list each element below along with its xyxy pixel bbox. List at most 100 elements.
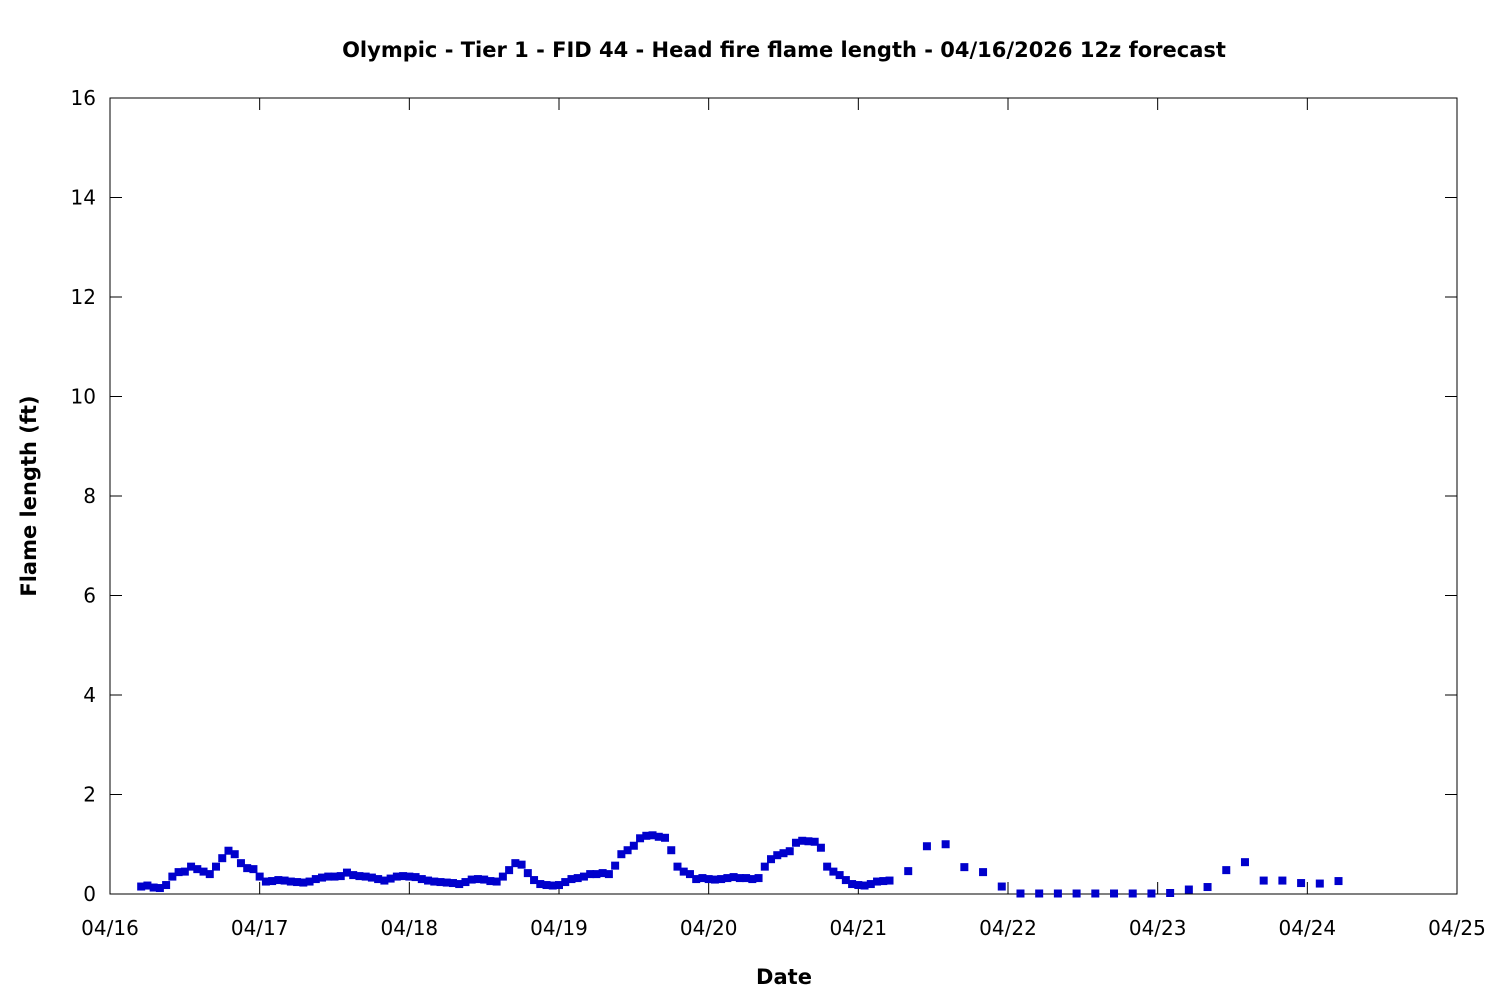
- data-point: [149, 883, 158, 892]
- data-point: [243, 864, 252, 873]
- y-tick-label: 4: [83, 683, 96, 707]
- data-point: [623, 846, 632, 855]
- x-tick-label: 04/18: [381, 916, 439, 940]
- data-point: [1091, 889, 1100, 898]
- data-point: [511, 859, 520, 868]
- data-point: [960, 863, 969, 872]
- data-point: [374, 875, 383, 884]
- data-point: [467, 875, 476, 884]
- data-point: [841, 876, 850, 885]
- data-point: [1297, 879, 1306, 888]
- data-point: [679, 867, 688, 876]
- data-point: [748, 875, 757, 884]
- data-point: [293, 878, 302, 887]
- data-point: [685, 870, 694, 879]
- data-point: [979, 868, 988, 877]
- data-point: [742, 874, 751, 883]
- data-point: [710, 875, 719, 884]
- data-point: [1072, 889, 1081, 898]
- data-point: [455, 880, 464, 889]
- data-point: [667, 846, 676, 855]
- data-point: [879, 877, 888, 886]
- y-tick-label: 0: [83, 882, 96, 906]
- y-tick-label: 2: [83, 783, 96, 807]
- data-point: [355, 872, 364, 881]
- data-point: [636, 834, 645, 843]
- x-tick-label: 04/23: [1129, 916, 1187, 940]
- data-point: [1240, 858, 1249, 867]
- data-point: [1259, 876, 1268, 885]
- data-point: [866, 880, 875, 889]
- data-point: [586, 870, 595, 879]
- data-point: [816, 843, 825, 852]
- data-point: [155, 884, 164, 893]
- data-point: [480, 875, 489, 884]
- data-point: [424, 876, 433, 885]
- data-point: [854, 881, 863, 890]
- data-point: [642, 831, 651, 840]
- data-point: [187, 862, 196, 871]
- data-point: [604, 870, 613, 879]
- data-point: [648, 831, 657, 840]
- data-point: [1166, 889, 1175, 898]
- x-tick-label: 04/17: [231, 916, 289, 940]
- data-point: [860, 881, 869, 890]
- data-point: [530, 876, 539, 885]
- data-point: [174, 868, 183, 877]
- data-point: [517, 860, 526, 869]
- data-point: [779, 849, 788, 858]
- data-point: [505, 866, 514, 875]
- data-point: [417, 875, 426, 884]
- data-point: [673, 862, 682, 871]
- data-point: [498, 872, 507, 881]
- data-point: [754, 874, 763, 883]
- data-point: [1110, 889, 1119, 898]
- data-point: [798, 836, 807, 845]
- data-point: [336, 872, 345, 881]
- data-point: [268, 877, 277, 886]
- axis-ticks: [109, 97, 1458, 895]
- data-point: [230, 850, 239, 859]
- data-point: [904, 867, 913, 876]
- y-tick-label: 16: [71, 86, 96, 110]
- data-point: [717, 875, 726, 884]
- data-point: [180, 867, 189, 876]
- data-point: [199, 867, 208, 876]
- y-tick-label: 8: [83, 484, 96, 508]
- data-point: [1184, 885, 1193, 894]
- data-point: [829, 867, 838, 876]
- data-point: [305, 877, 314, 886]
- axis-tick-labels: 04/16 04/17 04/18 04/19 04/20 04/21 04/22 04/23…: [71, 86, 1486, 940]
- data-point: [1278, 876, 1287, 885]
- data-point: [461, 878, 470, 887]
- data-point: [318, 873, 327, 882]
- data-point: [885, 876, 894, 885]
- data-point: [399, 872, 408, 881]
- data-point: [311, 875, 320, 884]
- data-point: [791, 838, 800, 847]
- data-point: [436, 878, 445, 887]
- data-point: [592, 870, 601, 879]
- data-point: [205, 870, 214, 879]
- data-point: [567, 875, 576, 884]
- x-tick-label: 04/16: [81, 916, 139, 940]
- data-point: [286, 877, 295, 886]
- data-point: [162, 881, 171, 890]
- data-point: [1147, 889, 1156, 898]
- data-point: [823, 862, 832, 871]
- data-point: [442, 878, 451, 887]
- data-point: [380, 876, 389, 885]
- data-point: [274, 876, 283, 885]
- data-point: [299, 878, 308, 887]
- data-point: [561, 878, 570, 887]
- data-point: [835, 871, 844, 880]
- data-point: [218, 854, 227, 863]
- y-tick-label: 6: [83, 584, 96, 608]
- data-point: [411, 873, 420, 882]
- data-point: [1222, 866, 1231, 875]
- data-point: [548, 881, 557, 890]
- data-point: [810, 837, 819, 846]
- plot-frame: [109, 97, 1458, 895]
- data-point: [430, 877, 439, 886]
- x-tick-label: 04/24: [1279, 916, 1337, 940]
